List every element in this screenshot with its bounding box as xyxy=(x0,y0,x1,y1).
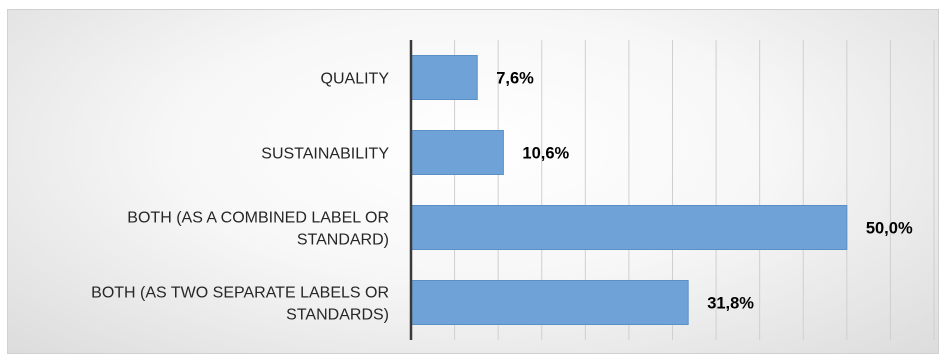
category-label: QUALITY xyxy=(321,71,390,88)
data-label: 7,6% xyxy=(496,70,534,88)
category-label-line: QUALITY xyxy=(321,71,390,88)
category-label-line: BOTH (AS A COMBINED LABEL OR xyxy=(127,210,389,227)
data-label: 10,6% xyxy=(522,145,569,163)
bar xyxy=(410,205,848,250)
category-label: BOTH (AS A COMBINED LABEL OR STANDARD) xyxy=(127,210,389,249)
category-label-line: STANDARD) xyxy=(297,232,389,249)
bar xyxy=(410,130,504,175)
data-label: 31,8% xyxy=(707,295,754,313)
category-label-line: STANDARDS) xyxy=(286,307,389,324)
category-label: BOTH (AS TWO SEPARATE LABELS OR STANDARDS… xyxy=(91,285,389,324)
bar xyxy=(410,55,478,100)
category-label-line: BOTH (AS TWO SEPARATE LABELS OR xyxy=(91,285,389,302)
data-label: 50,0% xyxy=(866,220,913,238)
category-label-line: SUSTAINABILITY xyxy=(261,146,389,163)
category-label: SUSTAINABILITY xyxy=(261,146,389,163)
bar xyxy=(410,280,689,325)
